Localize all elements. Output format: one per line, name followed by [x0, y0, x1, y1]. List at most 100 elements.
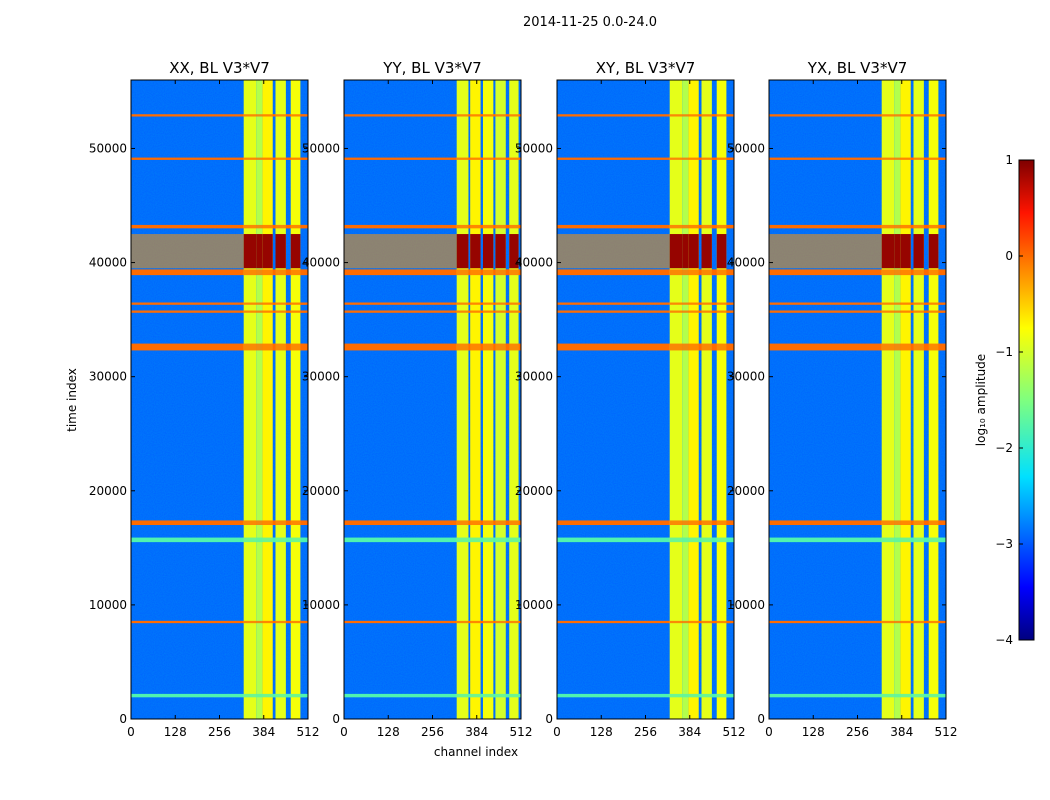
channel-band-hot-1 [881, 234, 895, 269]
x-axis-label: channel index [434, 745, 518, 759]
y-tick-label: 0 [119, 712, 127, 726]
channel-band-hot-1 [669, 234, 683, 269]
hot-region-left [344, 234, 457, 269]
hot-region-left [131, 234, 244, 269]
flagged-row-2 [131, 343, 308, 351]
panel-title: XY, BL V3*V7 [596, 59, 696, 77]
channel-band-hot-4 [701, 234, 712, 269]
flagged-row-1 [131, 520, 308, 526]
x-tick-label: 256 [846, 725, 869, 739]
flagged-row-band-3 [456, 269, 519, 276]
flagged-row-10 [344, 693, 521, 698]
flagged-row-band-8 [669, 224, 732, 229]
flagged-row-1 [769, 520, 946, 526]
flagged-row-5 [131, 310, 308, 313]
channel-band-hot-2 [256, 234, 263, 269]
flagged-row-band-11 [881, 537, 944, 543]
channel-band-hot-4 [275, 234, 286, 269]
x-tick-label: 128 [802, 725, 825, 739]
flagged-row-7 [769, 114, 946, 117]
flagged-row-band-7 [243, 114, 306, 117]
x-tick-label: 128 [590, 725, 613, 739]
channel-band-hot-3 [900, 234, 911, 269]
x-tick-label: 256 [208, 725, 231, 739]
flagged-row-8 [344, 224, 521, 229]
channel-band-3 [900, 80, 911, 719]
colorbar-tick-label: 0 [1005, 249, 1013, 263]
x-tick-label: 384 [678, 725, 701, 739]
channel-band-1 [456, 80, 469, 719]
x-tick-label: 256 [634, 725, 657, 739]
flagged-row-band-5 [243, 310, 306, 313]
colorbar-tick-label: −3 [995, 537, 1013, 551]
flagged-row-band-5 [881, 310, 944, 313]
flagged-row-1 [557, 520, 734, 526]
flagged-row-4 [769, 302, 946, 305]
channel-band-hot-5 [509, 234, 519, 269]
x-tick-label: 512 [510, 725, 533, 739]
x-tick-label: 0 [765, 725, 773, 739]
channel-band-hot-3 [688, 234, 699, 269]
channel-band-2 [256, 80, 263, 719]
flagged-row-11 [557, 537, 734, 543]
channel-band-hot-1 [456, 234, 469, 269]
flagged-row-band-5 [456, 310, 519, 313]
channel-band-4 [701, 80, 712, 719]
x-tick-label: 384 [252, 725, 275, 739]
flagged-row-band-6 [243, 157, 306, 160]
channel-band-hot-2 [470, 234, 481, 269]
y-tick-label: 50000 [515, 141, 553, 155]
panels: XX, BL V3*V7 0 128 256 384 512 0 10000 20000 3000… [89, 59, 958, 739]
panel-3: XY, BL V3*V7 0 128 256 384 512 0 10000 20000 3000… [515, 59, 746, 739]
y-tick-label: 10000 [89, 598, 127, 612]
x-tick-label: 512 [935, 725, 958, 739]
y-tick-label: 40000 [515, 256, 553, 270]
channel-band-4 [913, 80, 924, 719]
flagged-row-band-3 [243, 269, 306, 276]
panel-title: YX, BL V3*V7 [807, 59, 908, 77]
flagged-row-8 [557, 224, 734, 229]
channel-band-2 [682, 80, 689, 719]
flagged-row-band-1 [243, 520, 306, 526]
x-tick-label: 512 [723, 725, 746, 739]
flagged-row-band-7 [669, 114, 732, 117]
channel-band-5 [928, 80, 939, 719]
channel-band-hot-5 [716, 234, 727, 269]
colorbar-tick-label: −1 [995, 345, 1013, 359]
y-tick-label: 40000 [89, 256, 127, 270]
channel-band-5 [716, 80, 727, 719]
flagged-row-band-3 [669, 269, 732, 276]
flagged-row-9 [131, 620, 308, 624]
flagged-row-band-2 [243, 343, 306, 351]
x-tick-label: 384 [465, 725, 488, 739]
flagged-row-6 [131, 157, 308, 160]
y-tick-label: 10000 [727, 598, 765, 612]
x-tick-label: 512 [297, 725, 320, 739]
y-tick-label: 20000 [302, 484, 340, 498]
flagged-row-7 [131, 114, 308, 117]
flagged-row-band-8 [881, 224, 944, 229]
flagged-row-band-10 [669, 693, 732, 698]
panel-title: XX, BL V3*V7 [169, 59, 270, 77]
flagged-row-4 [557, 302, 734, 305]
flagged-row-band-5 [669, 310, 732, 313]
hot-region-left [769, 234, 882, 269]
flagged-row-9 [769, 620, 946, 624]
flagged-row-11 [769, 537, 946, 543]
x-tick-label: 128 [377, 725, 400, 739]
channel-band-2 [470, 80, 481, 719]
channel-band-hot-4 [913, 234, 924, 269]
flagged-row-11 [344, 537, 521, 543]
flagged-row-band-1 [881, 520, 944, 526]
flagged-row-band-1 [456, 520, 519, 526]
flagged-row-band-6 [669, 157, 732, 160]
flagged-row-5 [344, 310, 521, 313]
flagged-row-band-9 [456, 620, 519, 624]
colorbar-ticks: 1 0 −1 −2 −3 −4 [995, 153, 1023, 647]
y-tick-label: 20000 [515, 484, 553, 498]
flagged-row-3 [769, 269, 946, 276]
channel-band-4 [495, 80, 506, 719]
flagged-row-9 [344, 620, 521, 624]
figure-title: 2014-11-25 0.0-24.0 [523, 15, 657, 30]
channel-band-hot-4 [495, 234, 506, 269]
